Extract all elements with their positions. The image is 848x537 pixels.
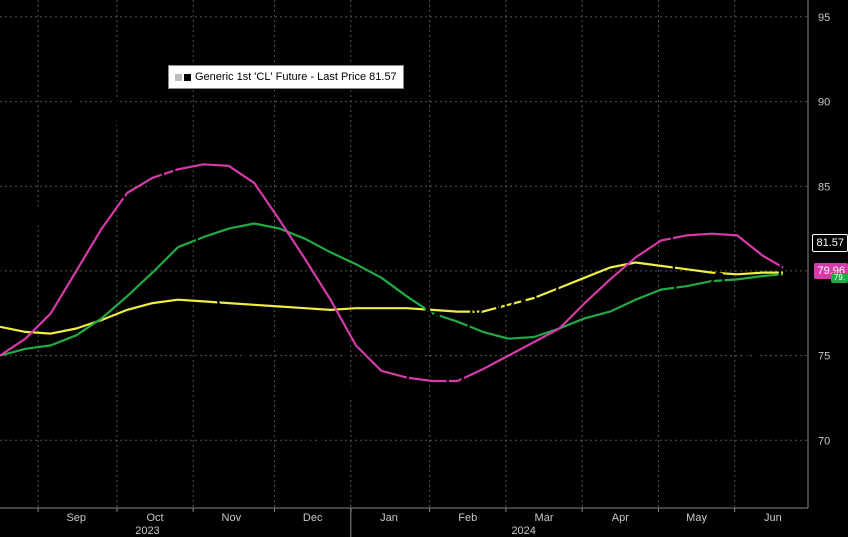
legend-swatch-grey xyxy=(175,73,182,81)
x-tick-label: Feb xyxy=(458,512,477,524)
x-tick-label: Jan xyxy=(380,512,398,524)
x-tick-label: Oct xyxy=(147,512,164,524)
x-axis: Sep Oct Nov Dec Jan Feb Mar Apr May Jun 2023 2024 xyxy=(0,507,808,537)
series-layer xyxy=(0,37,785,460)
series-line-price xyxy=(0,37,785,460)
legend-swatch-black xyxy=(184,73,191,81)
y-tick-label: 90 xyxy=(818,97,830,109)
x-tick-label: Apr xyxy=(612,512,629,524)
last-price-tag: 81.57 xyxy=(812,234,848,252)
series-line-average-1 xyxy=(0,163,784,383)
grid-layer xyxy=(0,0,808,508)
y-tick-label: 85 xyxy=(818,181,830,193)
x-tick-label: May xyxy=(686,512,707,524)
x-tick-label: Nov xyxy=(222,512,242,524)
x-tick-label: Jun xyxy=(764,512,782,524)
year-label: 2023 xyxy=(135,525,159,537)
chart-legend: Generic 1st 'CL' Future - Last Price 81.… xyxy=(168,65,404,89)
series-line-average-3 xyxy=(0,261,783,335)
series-line-average-2 xyxy=(0,222,784,357)
ma2-value-tag: 79. xyxy=(830,273,848,283)
x-tick-label: Sep xyxy=(66,512,86,524)
x-tick-label: Mar xyxy=(535,512,554,524)
x-tick-label: Dec xyxy=(303,512,323,524)
y-tick-label: 95 xyxy=(818,12,830,24)
y-tick-label: 75 xyxy=(818,351,830,363)
legend-label: Generic 1st 'CL' Future - Last Price 81.… xyxy=(195,71,397,83)
y-tick-label: 70 xyxy=(818,435,830,447)
year-label: 2024 xyxy=(511,525,535,537)
y-axis: 707580859095 xyxy=(807,0,830,508)
